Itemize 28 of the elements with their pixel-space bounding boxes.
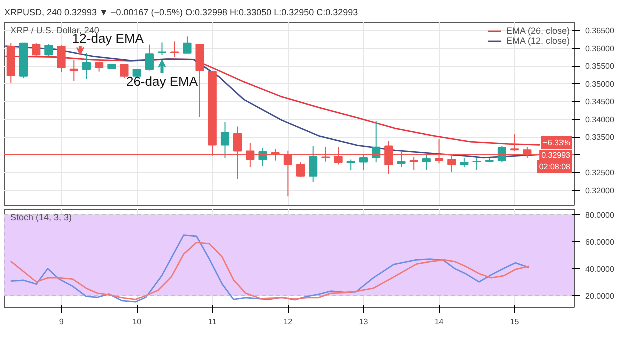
annotation: −6.33% [543, 138, 571, 148]
y-tick-label: 60.0000 [586, 238, 615, 247]
y-tick-label: 0.32500 [586, 168, 615, 178]
x-tick-label: 14 [434, 318, 444, 326]
ref-line-label: 0.32993 [542, 151, 572, 160]
y-tick-label: 0.36000 [586, 44, 615, 54]
legend-label: EMA (26, close) [506, 26, 570, 36]
chart-title: XRPUSD, 240 0.32993 ▼ −0.00167 (−0.5%) O:0.32998 H:0.33050 L:0.32950 C:0.32993 [4, 8, 358, 18]
y-tick-label: 0.33500 [586, 133, 615, 142]
x-tick-label: 10 [132, 318, 142, 326]
annotation: 26-day EMA [126, 74, 198, 89]
x-tick-label: 13 [359, 318, 369, 326]
y-tick-label: 0.34500 [586, 98, 615, 107]
y-tick-label: 80.0000 [586, 210, 615, 220]
x-tick-label: 15 [510, 318, 520, 326]
y-tick-label: 40.0000 [586, 264, 615, 274]
x-tick-label: 11 [208, 318, 218, 326]
x-tick-label: 12 [284, 318, 294, 326]
y-tick-label: 0.35500 [586, 62, 615, 72]
chart-subtitle: Stoch (14, 3, 3) [10, 212, 72, 222]
annotation: 02:08:08 [539, 162, 572, 172]
y-tick-label: 0.32000 [586, 186, 615, 196]
y-tick-label: 0.35000 [586, 80, 615, 89]
x-tick-label: 9 [59, 318, 64, 326]
legend-label: EMA (12, close) [506, 36, 570, 46]
y-tick-label: 0.36500 [586, 26, 615, 36]
y-tick-label: 0.34000 [586, 115, 615, 124]
y-tick-label: 20.0000 [586, 292, 615, 301]
